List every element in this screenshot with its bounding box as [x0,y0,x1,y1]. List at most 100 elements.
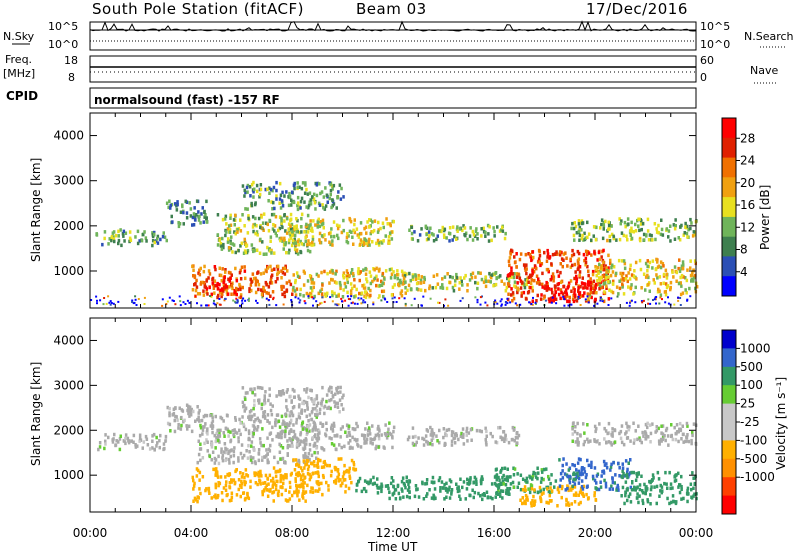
echo-cell [102,303,105,306]
echo-cell [526,276,529,280]
echo-cell [216,287,220,291]
echo-cell [454,432,458,436]
echo-cell [199,423,202,428]
echo-cell [573,262,577,267]
echo-cell [197,411,200,415]
echo-cell [506,487,509,491]
echo-cell [377,228,380,232]
echo-cell [577,263,580,268]
echo-cell [299,239,302,244]
echo-cell [196,460,199,465]
echo-cell [519,286,523,290]
echo-cell [312,297,315,300]
echo-cell [561,292,565,296]
echo-cell [276,492,280,496]
colorbar-swatch [722,118,736,139]
echo-cell [629,229,632,233]
echo-cell [235,297,238,300]
echo-cell [441,277,444,281]
echo-cell [686,488,689,493]
echo-cell [347,304,350,307]
echo-cell [566,264,569,268]
colorbar-swatch [722,385,736,405]
echo-cell [506,276,509,281]
echo-cell [299,250,303,255]
echo-cell [577,219,581,223]
echo-cell [691,430,694,435]
echo-cell [517,272,520,276]
echo-cell [364,266,367,271]
echo-cell [238,483,242,488]
echo-cell [593,478,597,483]
echo-cell [362,299,365,302]
echo-cell [587,463,591,468]
echo-cell [365,231,368,235]
echo-cell [296,218,299,223]
echo-cell [417,276,420,281]
echo-cell [380,482,383,486]
power-ylabel: Slant Range [km] [29,158,43,262]
echo-cell [204,413,207,418]
echo-cell [203,441,206,446]
echo-cell [308,249,312,254]
echo-cell [586,458,589,463]
echo-cell [274,280,278,284]
echo-cell [650,485,653,489]
echo-cell [598,278,602,283]
echo-cell [119,228,122,232]
echo-cell [229,216,232,220]
echo-cell [358,278,361,283]
echo-cell [192,499,195,503]
echo-cell [274,423,277,428]
echo-cell [190,407,193,412]
echo-cell [339,435,342,439]
echo-cell [219,273,223,278]
echo-cell [325,393,329,397]
echo-cell [527,252,530,256]
echo-cell [205,287,209,291]
echo-cell [673,265,677,269]
echo-cell [338,398,342,402]
echo-cell [288,248,291,253]
echo-cell [490,482,494,486]
echo-cell [271,290,275,294]
echo-cell [284,229,287,233]
echo-region [165,199,209,229]
echo-cell [207,269,211,273]
echo-cell [280,276,283,280]
echo-cell [326,200,329,204]
echo-cell [311,490,315,494]
echo-cell [448,478,452,482]
echo-cell [687,227,690,232]
echo-cell [329,242,332,247]
echo-cell [645,488,648,492]
echo-cell [143,230,146,234]
echo-cell [605,286,608,290]
echo-cell [117,241,120,246]
echo-cell [539,263,542,268]
echo-cell [549,298,552,302]
echo-cell [687,439,691,444]
echo-cell [365,480,369,484]
echo-cell [245,473,248,477]
echo-cell [375,444,378,449]
echo-cell [225,413,229,417]
echo-cell [330,442,334,446]
echo-cell [305,230,308,234]
echo-cell [480,277,484,282]
echo-cell [330,390,333,394]
echo-cell [381,221,385,225]
echo-cell [395,273,399,277]
echo-cell [501,489,505,493]
echo-cell [596,258,599,262]
echo-cell [575,277,579,281]
echo-cell [510,287,513,291]
echo-region [558,457,634,492]
echo-cell [576,437,579,441]
echo-cell [101,242,104,247]
echo-cell [225,230,228,234]
echo-cell [254,201,257,205]
echo-cell [601,236,605,241]
echo-cell [286,216,289,221]
echo-cell [415,487,418,492]
